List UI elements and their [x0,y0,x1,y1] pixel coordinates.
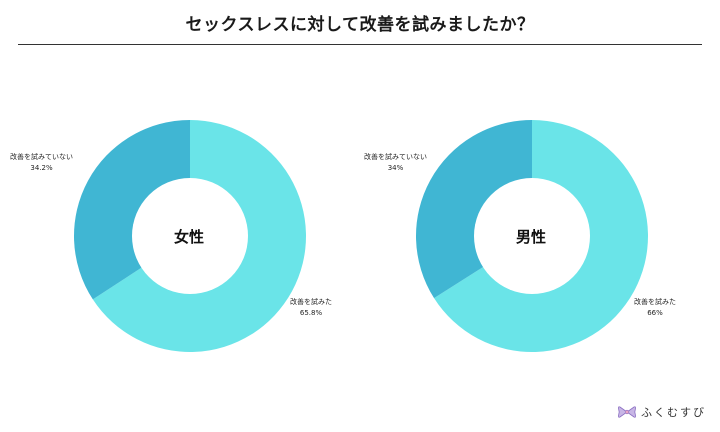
label-not-tried-male: 改善を試みていない 34% [364,152,427,174]
donut-chart-female: 女性 改善を試みていない 34.2% 改善を試みた 65.8% [0,100,360,380]
chart-title: セックスレスに対して改善を試みましたか？ [185,15,535,35]
label-not-tried-female-text: 改善を試みていない [10,153,73,161]
donut-hole-male [474,178,590,294]
label-not-tried-female: 改善を試みていない 34.2% [10,152,73,174]
donut-svg-female [73,120,307,352]
brand-logo: ふくむすび [618,404,706,420]
label-tried-male: 改善を試みた 66% [634,297,676,319]
label-not-tried-male-value: 34% [387,164,404,172]
donut-svg-male [416,120,648,353]
label-not-tried-male-text: 改善を試みていない [364,153,427,161]
label-tried-female-value: 65.8% [299,309,323,317]
label-not-tried-female-value: 34.2% [30,164,53,172]
center-label-male: 男性 [516,228,547,246]
label-tried-female-text: 改善を試みた [290,298,332,306]
label-tried-male-text: 改善を試みた [634,298,676,306]
label-tried-female: 改善を試みた 65.8% [290,297,332,319]
center-label-female: 女性 [174,228,205,246]
donut-chart-male: 男性 改善を試みていない 34% 改善を試みた 66% [342,100,702,380]
label-tried-male-value: 66% [647,309,663,317]
donut-hole-female [132,178,248,294]
brand-name: ふくむすび [641,406,706,419]
title-divider [18,44,702,45]
bow-icon [618,406,636,418]
